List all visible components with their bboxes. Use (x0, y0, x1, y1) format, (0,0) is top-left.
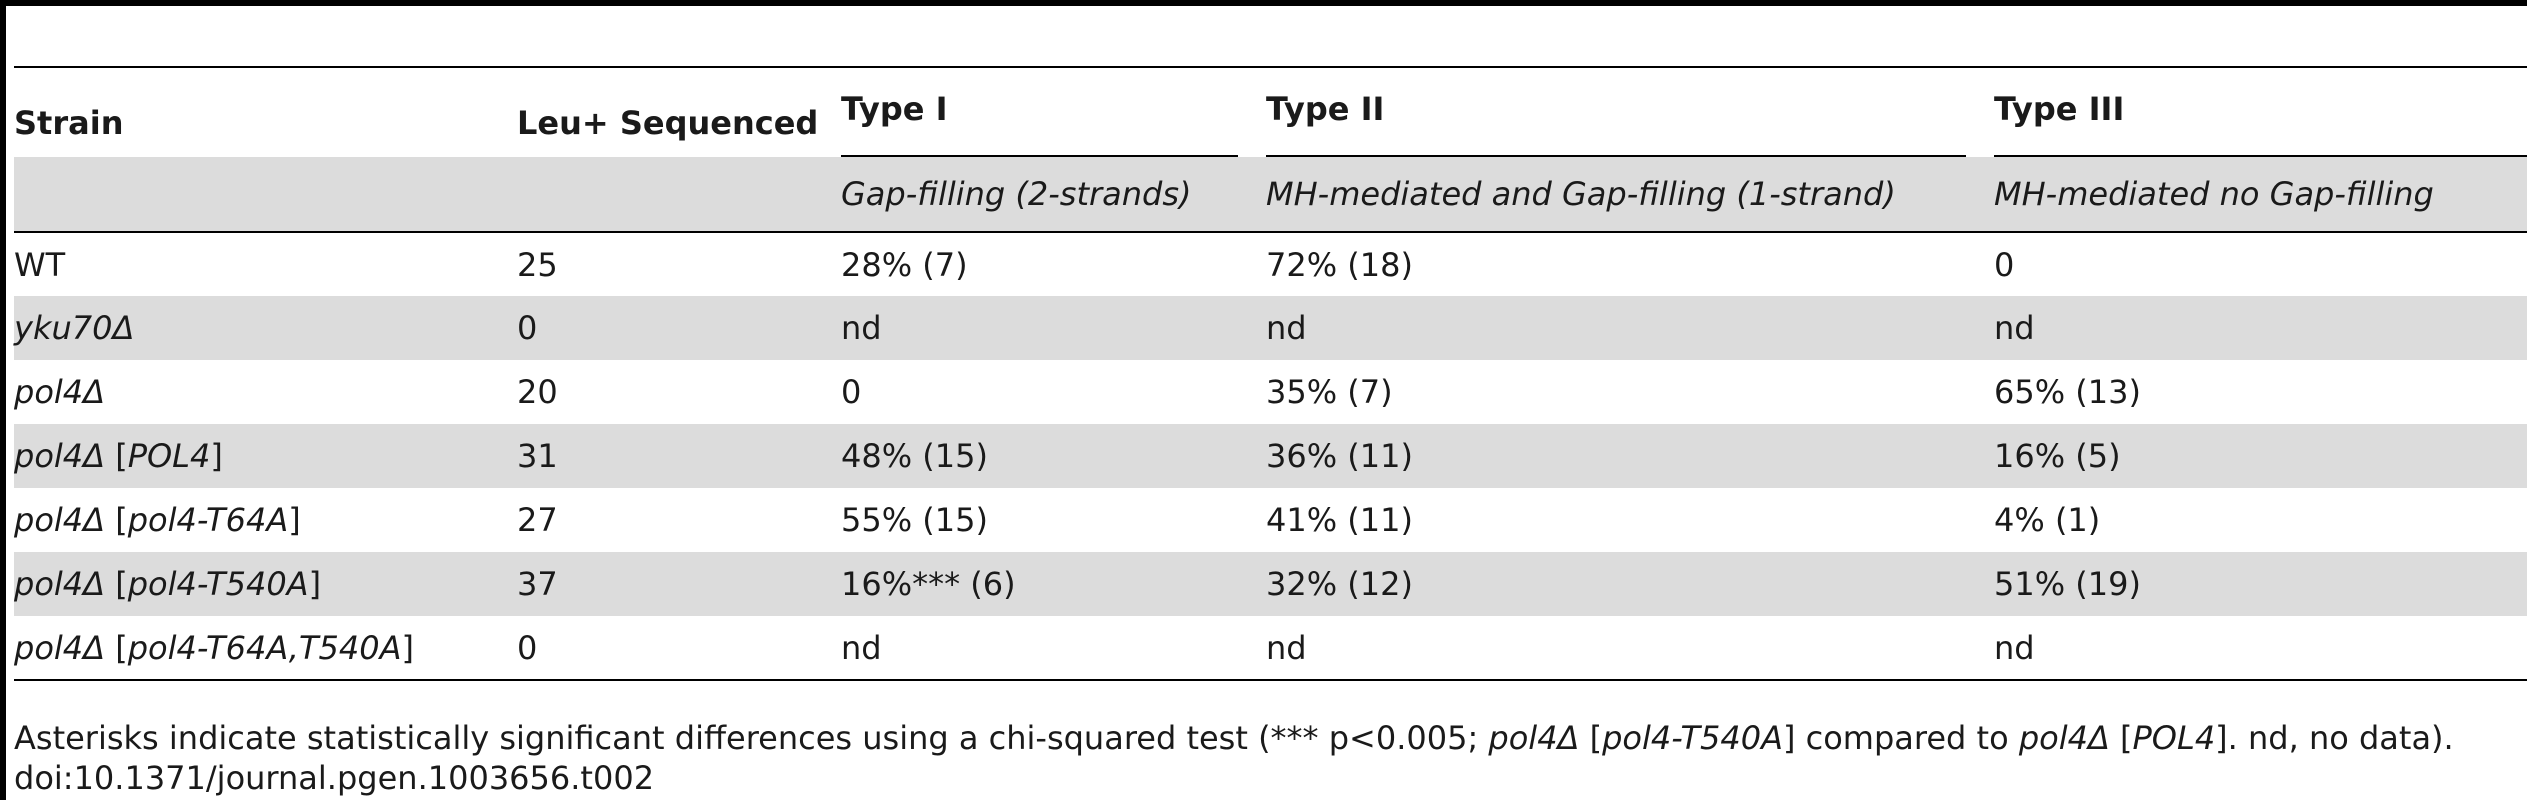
cell-type1: nd (841, 616, 1266, 681)
cell-type1: 0 (841, 373, 862, 411)
cell-type3: nd (1994, 616, 2527, 681)
cell-type1: 28% (7) (841, 245, 968, 284)
table-row: pol4Δ 20 0 35% (7) 65% (13) (14, 360, 2527, 424)
cell-type1: 48% (15) (841, 437, 988, 475)
cell-type2: 41% (11) (1266, 501, 1413, 539)
cell-type3: 16% (5) (1994, 437, 2121, 475)
cell-sequenced: 25 (517, 245, 558, 284)
cell-type3: 51% (19) (1994, 565, 2141, 603)
cell-sequenced: 20 (517, 373, 558, 411)
top-rule (0, 0, 2527, 6)
header-type1: Type I (841, 66, 1266, 157)
cell-sequenced: 0 (517, 309, 538, 347)
cell-type2: 72% (18) (1266, 245, 1413, 284)
results-table: Strain Leu+ Sequenced Type I Type II Typ… (14, 66, 2527, 681)
cell-sequenced: 0 (517, 616, 841, 681)
table-row: yku70Δ 0 nd nd nd (14, 296, 2527, 360)
cell-strain: yku70Δ (14, 309, 135, 347)
header-sequenced: Leu+ Sequenced (517, 66, 841, 157)
table-row: pol4Δ [pol4-T540A] 37 16%*** (6) 32% (12) 51… (14, 552, 2527, 616)
cell-type3: 4% (1) (1994, 501, 2101, 539)
cell-type2: 32% (12) (1266, 565, 1413, 603)
header-row: Strain Leu+ Sequenced Type I Type II Typ… (14, 66, 2527, 157)
cell-type2: 36% (11) (1266, 437, 1413, 475)
table-row: pol4Δ [POL4] 31 48% (15) 36% (11) 16% (5) (14, 424, 2527, 488)
subheader-type2: MH-mediated and Gap-filling (1-strand) (1266, 157, 1994, 233)
cell-sequenced: 27 (517, 501, 558, 539)
cell-strain: pol4Δ [pol4-T64A,T540A] (14, 616, 517, 681)
cell-type3: 65% (13) (1994, 373, 2141, 411)
cell-strain: pol4Δ [pol4-T540A] (14, 565, 322, 603)
cell-strain: pol4Δ [pol4-T64A] (14, 501, 301, 539)
header-type2: Type II (1266, 66, 1994, 157)
cell-sequenced: 31 (517, 437, 558, 475)
cell-type2: 35% (7) (1266, 373, 1393, 411)
table-row: pol4Δ [pol4-T64A] 27 55% (15) 41% (11) 4% (1… (14, 488, 2527, 552)
cell-strain: WT (14, 245, 66, 284)
cell-type2: nd (1266, 616, 1994, 681)
header-strain: Strain (14, 66, 517, 157)
cell-type1: 55% (15) (841, 501, 988, 539)
cell-type1: nd (841, 309, 882, 347)
subheader-type3: MH-mediated no Gap-filling (1994, 157, 2527, 233)
doi: doi:10.1371/journal.pgen.1003656.t002 (14, 759, 655, 797)
subheader-type1: Gap-filling (2-strands) (841, 157, 1266, 233)
header-type3: Type III (1994, 66, 2527, 157)
footnote: Asterisks indicate statistically signifi… (14, 719, 2454, 757)
cell-type1: 16%*** (6) (841, 565, 1016, 603)
cell-type3: 0 (1994, 245, 2015, 284)
cell-sequenced: 37 (517, 565, 558, 603)
cell-type2: nd (1266, 309, 1307, 347)
subheader-row: Gap-filling (2-strands) MH-mediated and … (14, 157, 2527, 233)
cell-strain: pol4Δ [POL4] (14, 437, 223, 475)
left-rule (0, 0, 6, 800)
cell-type3: nd (1994, 309, 2035, 347)
table-row: WT 25 28% (7) 72% (18) 0 (14, 232, 2527, 296)
cell-strain: pol4Δ (14, 373, 106, 411)
